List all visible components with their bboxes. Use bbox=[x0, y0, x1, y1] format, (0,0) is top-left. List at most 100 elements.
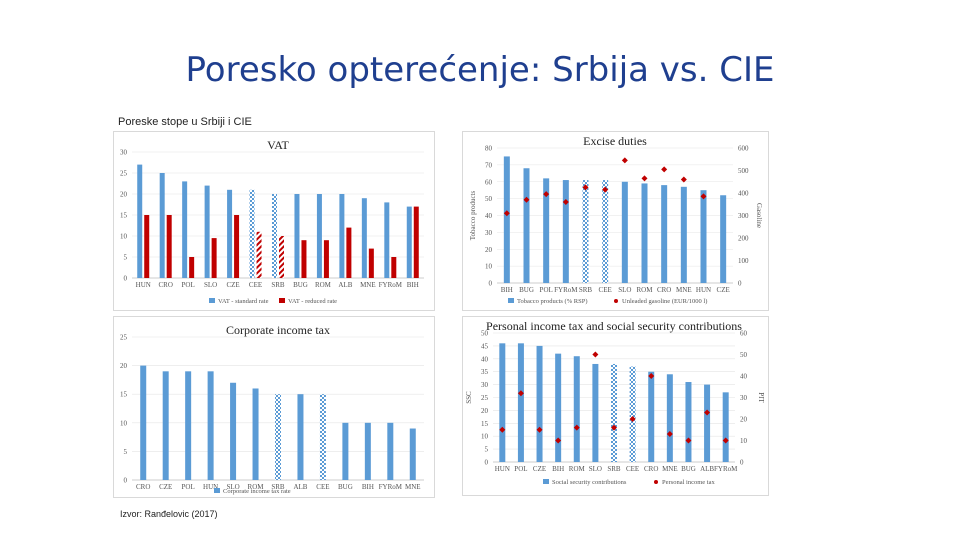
y-tick-label: 5 bbox=[124, 254, 128, 262]
y-tick-label: 40 bbox=[481, 355, 489, 363]
y-tick-label: 10 bbox=[120, 419, 128, 427]
y2-tick-label: 600 bbox=[738, 145, 749, 153]
source-note: Izvor: Ranđelovic (2017) bbox=[120, 509, 218, 519]
bar-slo-s1 bbox=[204, 185, 210, 278]
bar-srb-s2 bbox=[279, 236, 284, 278]
y-tick-label: 0 bbox=[485, 459, 489, 467]
page-title: Poresko opterećenje: Srbija vs. CIE bbox=[185, 50, 775, 90]
legend-marker bbox=[654, 480, 658, 484]
y2-tick-label: 10 bbox=[740, 437, 748, 445]
bar-srb-s1 bbox=[272, 194, 277, 278]
legend-label: VAT - standard rate bbox=[218, 298, 269, 305]
x-tick-label: ALB bbox=[338, 281, 352, 289]
x-tick-label: SLO bbox=[226, 483, 239, 491]
y2-axis-label: PIT bbox=[757, 392, 765, 403]
point-rom bbox=[641, 175, 648, 182]
legend-label: Unleaded gasoline (EUR/1000 l) bbox=[622, 298, 707, 305]
x-tick-label: MNE bbox=[676, 286, 692, 294]
y-tick-label: 30 bbox=[481, 381, 489, 389]
bar-fyrom-s2 bbox=[391, 257, 397, 278]
x-tick-label: MNE bbox=[405, 483, 421, 491]
bar-pol-s1 bbox=[182, 181, 188, 278]
point-pol bbox=[543, 191, 550, 198]
cit-chart: Corporate income tax 0 5 10 15 20 25 CRO CZE POL H… bbox=[113, 316, 435, 498]
y2-axis-label: Gasoline bbox=[755, 203, 763, 228]
pit-ssc-chart: Personal income tax and social security … bbox=[462, 316, 769, 496]
bar-bug-s1 bbox=[294, 194, 300, 278]
chart-title: Personal income tax and social security … bbox=[486, 319, 742, 333]
bar-slo-s1 bbox=[621, 181, 628, 283]
legend-label: Personal income tax bbox=[662, 479, 715, 486]
bar-rom-s1 bbox=[573, 356, 580, 462]
point-slo bbox=[592, 351, 599, 358]
y-tick-label: 5 bbox=[485, 446, 489, 454]
y-tick-label: 50 bbox=[485, 195, 493, 203]
point-cze bbox=[536, 426, 543, 433]
bar-srb-s1 bbox=[275, 394, 281, 480]
bar-mne-s1 bbox=[361, 198, 367, 278]
legend-label: VAT - reduced rate bbox=[288, 298, 337, 305]
legend-swatch bbox=[209, 298, 215, 303]
y-tick-label: 45 bbox=[481, 342, 489, 350]
bar-cee-s1 bbox=[249, 189, 255, 278]
x-tick-label: SLO bbox=[618, 286, 631, 294]
y-tick-label: 25 bbox=[120, 334, 128, 342]
point-rom bbox=[573, 424, 580, 431]
bar-pol-s1 bbox=[517, 343, 524, 462]
y2-tick-label: 200 bbox=[738, 235, 749, 243]
x-tick-label: CZE bbox=[159, 483, 172, 491]
x-tick-label: HUN bbox=[495, 465, 510, 473]
y-tick-label: 25 bbox=[481, 394, 489, 402]
x-tick-label: BUG bbox=[293, 281, 308, 289]
bar-cze-s1 bbox=[720, 195, 727, 283]
x-tick-label: CZE bbox=[717, 286, 730, 294]
point-cee bbox=[629, 416, 636, 422]
bar-rom-s1 bbox=[252, 388, 259, 480]
bar-bug-s2 bbox=[301, 240, 307, 278]
x-tick-label: POL bbox=[182, 483, 195, 491]
x-tick-label: BIH bbox=[501, 286, 513, 294]
point-cro bbox=[661, 166, 668, 173]
point-pol bbox=[517, 390, 524, 397]
x-tick-label: ROM bbox=[569, 465, 586, 473]
bar-bih-s1 bbox=[555, 353, 562, 462]
y-tick-label: 35 bbox=[481, 368, 489, 376]
bar-cee-s2 bbox=[256, 231, 262, 278]
bar-cro-s2 bbox=[166, 215, 172, 278]
bar-rom-s1 bbox=[641, 183, 648, 283]
bar-slo-s1 bbox=[230, 382, 237, 480]
y-axis-label: SSC bbox=[465, 391, 473, 404]
bar-rom-s2 bbox=[323, 240, 329, 278]
y-tick-label: 0 bbox=[124, 477, 128, 485]
bar-fyrom-s1 bbox=[562, 180, 569, 283]
x-tick-label: ROM bbox=[315, 281, 332, 289]
y2-tick-label: 50 bbox=[740, 351, 748, 359]
bar-alb-s1 bbox=[297, 394, 304, 480]
bar-cze-s1 bbox=[162, 371, 169, 480]
point-mne bbox=[680, 176, 687, 183]
bar-mne-s1 bbox=[409, 428, 416, 480]
x-tick-label: CRO bbox=[657, 286, 671, 294]
bar-fyrom-s1 bbox=[387, 422, 394, 480]
bar-hun-s1 bbox=[137, 164, 143, 278]
bar-hun-s2 bbox=[144, 215, 150, 278]
x-tick-label: POL bbox=[182, 281, 195, 289]
x-tick-label: BUG bbox=[681, 465, 696, 473]
legend-marker bbox=[614, 299, 618, 303]
x-tick-label: ROM bbox=[637, 286, 654, 294]
x-tick-label: FYRoM bbox=[379, 483, 403, 491]
bar-alb-s1 bbox=[339, 194, 345, 278]
y-tick-label: 50 bbox=[481, 330, 489, 338]
bar-cro-s1 bbox=[159, 173, 165, 278]
bar-cee-s1 bbox=[602, 180, 609, 283]
legend-swatch bbox=[279, 298, 285, 303]
bar-cee-s1 bbox=[319, 394, 326, 480]
page-subtitle: Poreske stope u Srbiji i CIE bbox=[118, 116, 252, 128]
bar-bih-s1 bbox=[503, 156, 510, 283]
legend-label: Corporate income tax rate bbox=[223, 488, 291, 495]
y-axis-label: Tobacco products bbox=[469, 190, 477, 240]
y-tick-label: 10 bbox=[120, 233, 128, 241]
bar-pol-s1 bbox=[185, 371, 192, 480]
bar-alb-s1 bbox=[704, 384, 711, 462]
bar-cze-s1 bbox=[227, 189, 233, 278]
